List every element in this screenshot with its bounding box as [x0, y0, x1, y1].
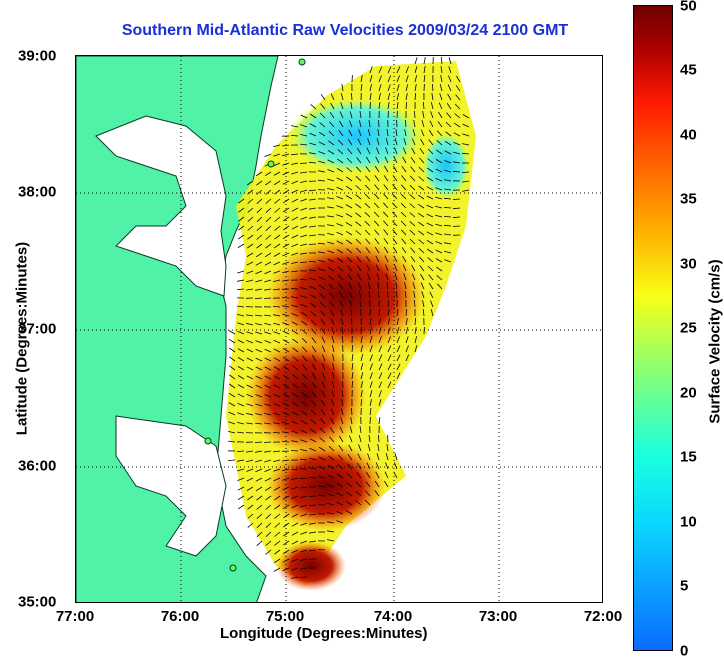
velocity-arrow: [300, 163, 307, 164]
velocity-arrow: [370, 102, 371, 109]
velocity-arrow: [453, 199, 460, 200]
colorbar-tick: 50: [680, 0, 697, 15]
velocity-arrow: [397, 291, 398, 298]
velocity-arrow: [379, 120, 380, 127]
velocity-arrow: [264, 442, 271, 443]
velocity-arrow: [264, 298, 271, 299]
velocity-arrow: [228, 460, 235, 461]
colorbar-tick: 35: [680, 191, 697, 208]
colorbar-tick: 5: [680, 578, 688, 595]
colorbar-tick: 20: [680, 385, 697, 402]
map-panel: [75, 55, 603, 603]
velocity-arrow: [300, 577, 307, 578]
velocity-arrow: [257, 541, 262, 546]
velocity-arrow: [282, 442, 289, 443]
x-tick: 72:00: [584, 608, 622, 625]
velocity-arrow: [291, 451, 298, 452]
colorbar-tick: 0: [680, 643, 688, 660]
colorbar: [633, 5, 673, 651]
radar-station: [205, 438, 211, 444]
y-tick: 38:00: [18, 184, 56, 201]
x-tick: 76:00: [161, 608, 199, 625]
colorbar-tick: 10: [680, 514, 697, 531]
velocity-arrow: [309, 559, 316, 560]
radar-station: [230, 565, 236, 571]
radar-station: [299, 59, 305, 65]
velocity-arrow: [415, 57, 417, 64]
velocity-arrow: [379, 417, 380, 424]
velocity-arrow: [237, 271, 244, 273]
colorbar-tick: 45: [680, 62, 697, 79]
velocity-arrow: [238, 505, 244, 509]
x-tick: 73:00: [479, 608, 517, 625]
velocity-arrow: [309, 496, 316, 497]
velocity-arrow: [255, 442, 262, 443]
x-tick: 77:00: [56, 608, 94, 625]
colorbar-tick: 25: [680, 320, 697, 337]
map-title: Southern Mid-Atlantic Raw Velocities 200…: [60, 22, 630, 40]
colorbar-tick: 30: [680, 256, 697, 273]
colorbar-tick: 40: [680, 127, 697, 144]
y-axis-label: Latitude (Degrees:Minutes): [14, 209, 31, 469]
y-tick: 35:00: [18, 594, 56, 611]
velocity-arrow: [229, 331, 235, 334]
velocity-map: [76, 56, 603, 603]
velocity-arrow: [388, 111, 389, 118]
colorbar-tick: 15: [680, 449, 697, 466]
velocity-arrow: [453, 226, 460, 227]
radar-station: [268, 161, 274, 167]
velocity-arrow: [238, 244, 244, 248]
y-tick: 39:00: [18, 48, 56, 65]
x-tick: 75:00: [266, 608, 304, 625]
x-tick: 74:00: [374, 608, 412, 625]
velocity-arrow: [291, 289, 298, 290]
velocity-arrow: [309, 244, 316, 245]
x-axis-label: Longitude (Degrees:Minutes): [220, 625, 428, 642]
colorbar-label: Surface Velocity (cm/s): [707, 227, 724, 457]
